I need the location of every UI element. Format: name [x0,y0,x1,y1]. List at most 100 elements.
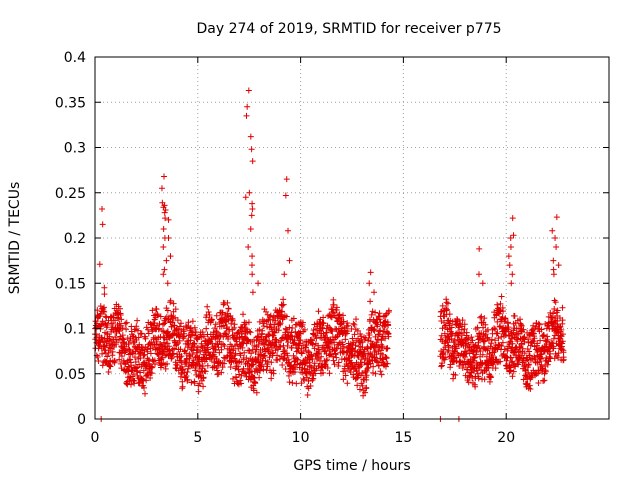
data-point [337,345,344,352]
data-point [491,325,498,332]
data-point [554,307,561,314]
data-point [161,173,168,180]
data-point [206,311,213,318]
grid-lines [95,57,609,419]
data-point [105,337,112,344]
data-point [511,362,518,369]
data-point [248,212,255,219]
data-point [494,301,501,308]
data-point [313,325,320,332]
data-point [333,345,340,352]
data-point [242,194,249,201]
data-point [274,357,281,364]
data-point [471,354,478,361]
data-point [253,337,260,344]
data-point [509,340,516,347]
chart-title: Day 274 of 2019, SRMTID for receiver p77… [196,21,501,37]
data-point [249,200,256,207]
data-point [544,361,551,368]
data-point [133,345,140,352]
data-point [335,359,342,366]
data-point [500,308,507,315]
data-point [249,253,256,260]
data-point [476,245,483,252]
data-point [384,360,391,367]
data-point [185,365,192,372]
data-point [252,380,259,387]
data-point [243,112,250,119]
y-tick-label: 0.25 [55,186,86,202]
data-point [266,313,273,320]
data-point [109,348,116,355]
data-point [219,364,226,371]
data-point [320,330,327,337]
data-point [535,367,542,374]
data-point [242,324,249,331]
data-point [181,330,188,337]
data-point [164,360,171,367]
data-point [366,331,373,338]
data-point [171,322,178,329]
data-point [499,339,506,346]
data-point [196,362,203,369]
data-point [123,326,130,333]
data-point [128,367,135,374]
data-point [101,284,108,291]
data-point [225,333,232,340]
data-point [106,333,113,340]
data-point [439,302,446,309]
data-point [137,331,144,338]
data-point [362,389,369,396]
data-point [161,209,168,216]
data-point [127,356,134,363]
data-point [521,338,528,345]
data-point [224,299,231,306]
data-point [143,377,150,384]
data-point [534,340,541,347]
data-point [344,380,351,387]
data-point [249,289,256,296]
data-point [505,333,512,340]
data-point [370,326,377,333]
data-point [134,317,141,324]
data-point [248,350,255,357]
data-point [497,358,504,365]
data-point [204,362,211,369]
data-point [559,304,566,311]
data-point [202,368,209,375]
data-points [92,87,567,422]
data-point [475,342,482,349]
x-tick-label: 0 [91,430,100,446]
data-point [543,357,550,364]
data-point [116,356,123,363]
data-point [286,379,293,386]
data-point [226,328,233,335]
data-point [134,364,141,371]
data-point [198,368,205,375]
data-point [459,317,466,324]
data-point [356,386,363,393]
data-point [246,189,253,196]
data-point [550,345,557,352]
data-point [354,382,361,389]
data-point [337,321,344,328]
data-point [542,368,549,375]
data-point [162,206,169,213]
data-point [183,324,190,331]
data-point [200,333,207,340]
data-point [265,332,272,339]
data-point [172,306,179,313]
data-point [552,235,559,241]
data-point [205,308,212,315]
data-point [123,319,130,326]
data-point [452,371,459,378]
data-point [201,345,208,352]
data-point [238,380,245,387]
data-point [161,202,168,209]
data-point [154,312,161,319]
data-point [492,326,499,333]
data-point [118,353,125,360]
data-point [138,330,145,337]
data-point [324,364,331,371]
data-point [438,363,445,370]
